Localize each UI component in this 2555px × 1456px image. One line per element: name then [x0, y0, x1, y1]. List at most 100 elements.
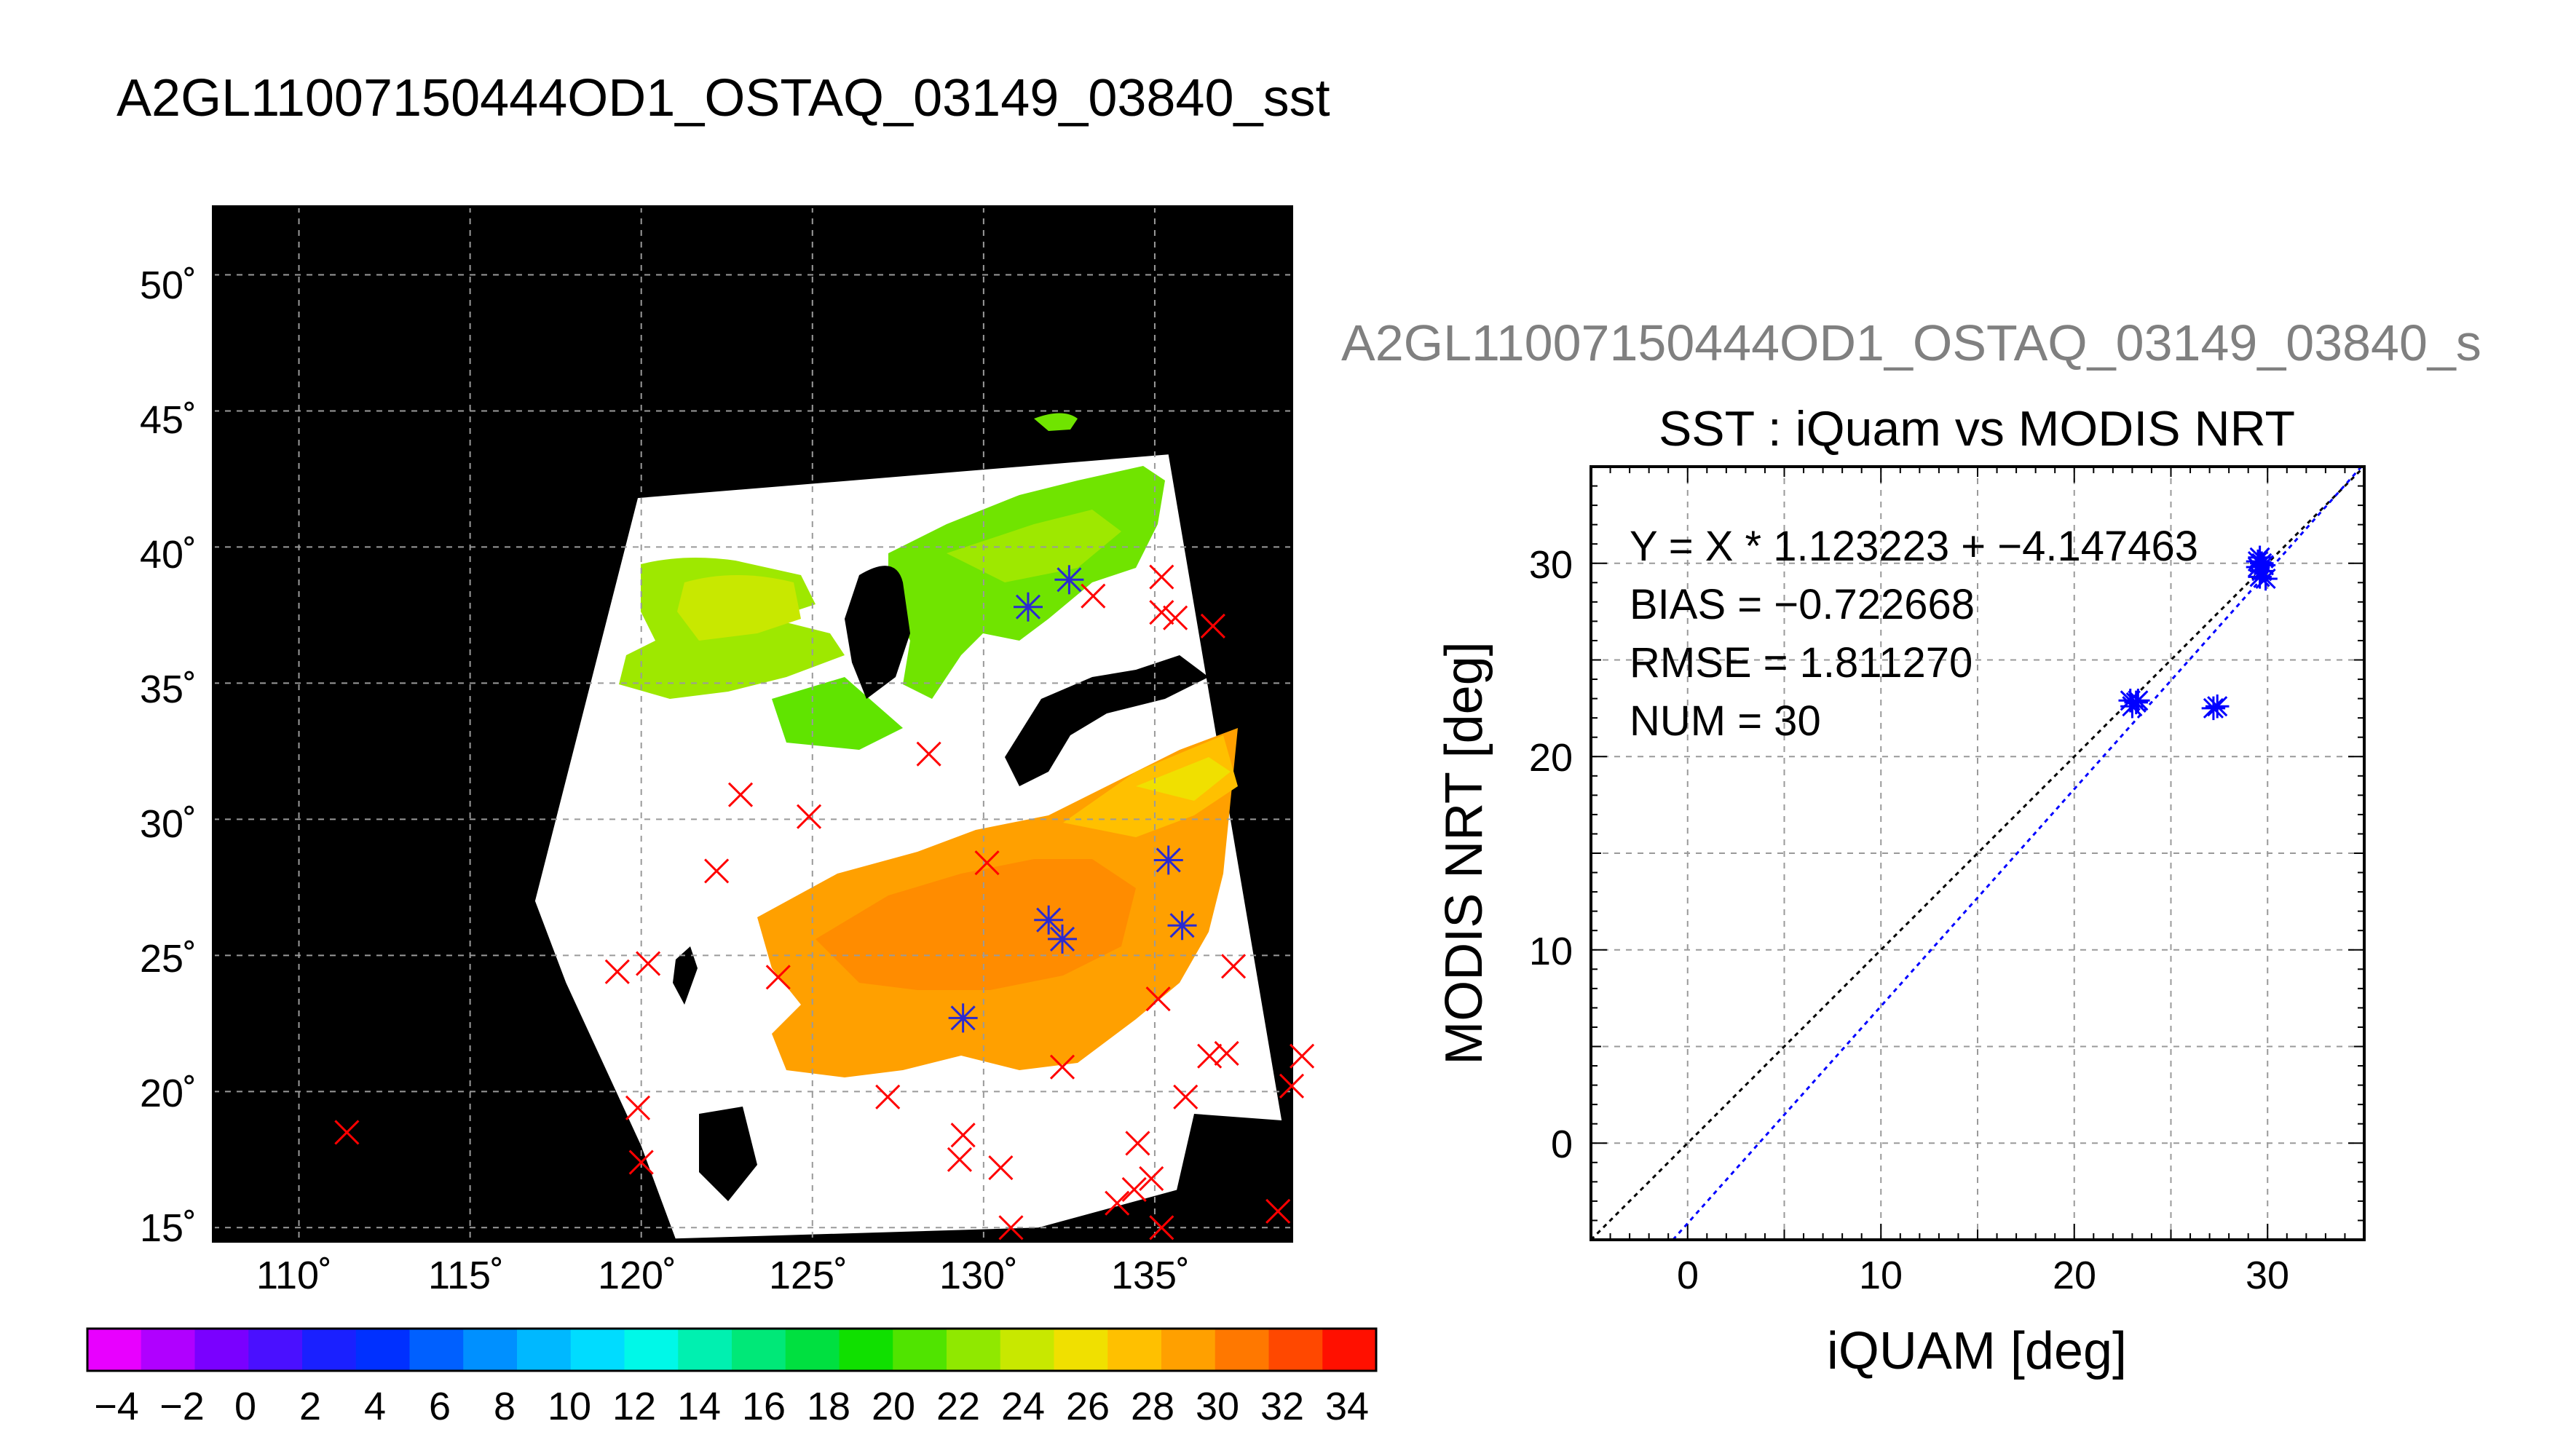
map-panel: 50˚ 45˚ 40˚ 35˚ 30˚ 25˚ 20˚ 15˚ 110˚ 115… — [140, 205, 1315, 1297]
map-match-marker — [1290, 1043, 1315, 1069]
colorbar-swatch — [194, 1329, 249, 1371]
x-tick-label: 0 — [1677, 1254, 1699, 1297]
y-tick-label: 0 — [1551, 1123, 1573, 1166]
map-match-marker — [1145, 986, 1171, 1012]
y-tick-label: 10 — [1529, 930, 1573, 973]
sst-japan-sea-region — [888, 413, 1165, 699]
colorbar-swatch — [624, 1329, 679, 1371]
y-tick-label: 20 — [1529, 736, 1573, 780]
colorbar-swatch — [785, 1329, 840, 1371]
map-lon-labels: 110˚ 115˚ 120˚ 125˚ 130˚ 135˚ — [256, 1254, 1190, 1297]
map-valid-marker — [1054, 565, 1084, 595]
lon-label: 130˚ — [939, 1254, 1018, 1297]
colorbar-label: 30 — [1196, 1385, 1239, 1428]
colorbar-swatches — [87, 1329, 1377, 1371]
lat-label: 45˚ — [140, 398, 197, 442]
colorbar-label: 18 — [807, 1385, 850, 1428]
scatter-x-label: iQUAM [deg] — [1827, 1322, 2127, 1380]
fit-line — [1672, 466, 2363, 1241]
scatter-panel: A2GL11007150444OD1_OSTAQ_03149_03840_s S… — [1341, 314, 2481, 1380]
y-tick-label: 30 — [1529, 543, 1573, 587]
colorbar-swatch — [732, 1329, 786, 1371]
map-frame — [212, 205, 1293, 1243]
colorbar-swatch — [409, 1329, 464, 1371]
colorbar-swatch — [1161, 1329, 1216, 1371]
colorbar-swatch — [570, 1329, 625, 1371]
colorbar-label: 4 — [364, 1385, 386, 1428]
map-markers — [334, 564, 1315, 1241]
map-valid-marker — [1013, 592, 1043, 622]
lon-label: 115˚ — [428, 1254, 504, 1297]
map-match-marker — [1265, 1198, 1291, 1224]
colorbar-label: 20 — [872, 1385, 915, 1428]
colorbar-label: 22 — [936, 1385, 980, 1428]
map-match-marker — [1105, 1190, 1130, 1216]
map-match-marker — [1221, 954, 1247, 979]
lon-label: 135˚ — [1111, 1254, 1190, 1297]
map-match-marker — [1125, 1131, 1150, 1156]
colorbar-label: 8 — [494, 1385, 516, 1428]
scatter-point — [2126, 689, 2150, 713]
x-tick-label: 10 — [1859, 1254, 1903, 1297]
scatter-stats: Y = X * 1.123223 + −4.147463 BIAS = −0.7… — [1630, 523, 2198, 745]
lat-label: 35˚ — [140, 668, 197, 711]
map-match-marker — [988, 1155, 1014, 1181]
colorbar-swatch — [1322, 1329, 1377, 1371]
map-match-marker — [604, 959, 630, 984]
colorbar-swatch — [1054, 1329, 1108, 1371]
scatter-x-ticks: 0 10 20 30 — [1677, 1254, 2289, 1297]
page-title: A2GL11007150444OD1_OSTAQ_03149_03840_sst — [117, 69, 1330, 127]
colorbar-swatch — [355, 1329, 410, 1371]
lat-label: 30˚ — [140, 802, 197, 846]
map-match-marker — [1081, 583, 1106, 609]
map-match-marker — [625, 1095, 651, 1120]
land-masses — [673, 566, 1292, 1241]
colorbar-swatch — [517, 1329, 572, 1371]
lon-label: 125˚ — [769, 1254, 848, 1297]
colorbar-swatch — [1000, 1329, 1054, 1371]
colorbar-swatch — [248, 1329, 303, 1371]
lat-label: 50˚ — [140, 264, 197, 307]
sst-east-china-sea-region — [757, 728, 1238, 1077]
map-match-marker — [950, 1123, 976, 1148]
map-match-marker — [1200, 613, 1225, 638]
x-tick-label: 20 — [2053, 1254, 2096, 1297]
x-tick-label: 30 — [2246, 1254, 2289, 1297]
colorbar-label: 6 — [429, 1385, 451, 1428]
num-stat: NUM = 30 — [1630, 697, 1821, 745]
map-match-marker — [1049, 1054, 1075, 1080]
map-match-marker — [974, 850, 1000, 876]
map-lat-labels: 50˚ 45˚ 40˚ 35˚ 30˚ 25˚ 20˚ 15˚ — [140, 264, 197, 1250]
map-match-marker — [334, 1120, 360, 1145]
sst-yellow-sea-region — [619, 558, 903, 750]
colorbar-swatch — [1268, 1329, 1323, 1371]
identity-line — [1590, 465, 2366, 1241]
map-match-marker — [998, 1215, 1024, 1241]
scatter-frame — [1590, 465, 2366, 1241]
map-match-marker — [704, 858, 730, 884]
colorbar: −4 −2 0 2 4 6 8 10 12 14 16 18 20 22 24 … — [86, 1327, 1378, 1428]
colorbar-swatch — [678, 1329, 732, 1371]
lon-label: 110˚ — [256, 1254, 332, 1297]
colorbar-swatch — [87, 1329, 142, 1371]
map-match-marker — [1214, 1040, 1239, 1067]
colorbar-label: 28 — [1131, 1385, 1174, 1428]
scatter-point — [2246, 549, 2270, 574]
map-match-marker — [875, 1084, 901, 1109]
map-match-marker — [947, 1147, 973, 1172]
colorbar-swatch — [1215, 1329, 1269, 1371]
map-match-marker — [916, 741, 941, 767]
map-match-marker — [727, 782, 754, 807]
map-match-marker — [797, 804, 822, 829]
map-valid-marker — [1034, 905, 1064, 935]
colorbar-label: 26 — [1066, 1385, 1110, 1428]
colorbar-swatch — [1107, 1329, 1162, 1371]
colorbar-swatch — [839, 1329, 893, 1371]
colorbar-label: −2 — [159, 1385, 205, 1428]
colorbar-swatch — [463, 1329, 518, 1371]
colorbar-label: 2 — [299, 1385, 321, 1428]
map-match-marker — [1139, 1166, 1164, 1192]
map-match-marker — [1163, 605, 1188, 630]
colorbar-label: 24 — [1001, 1385, 1045, 1428]
